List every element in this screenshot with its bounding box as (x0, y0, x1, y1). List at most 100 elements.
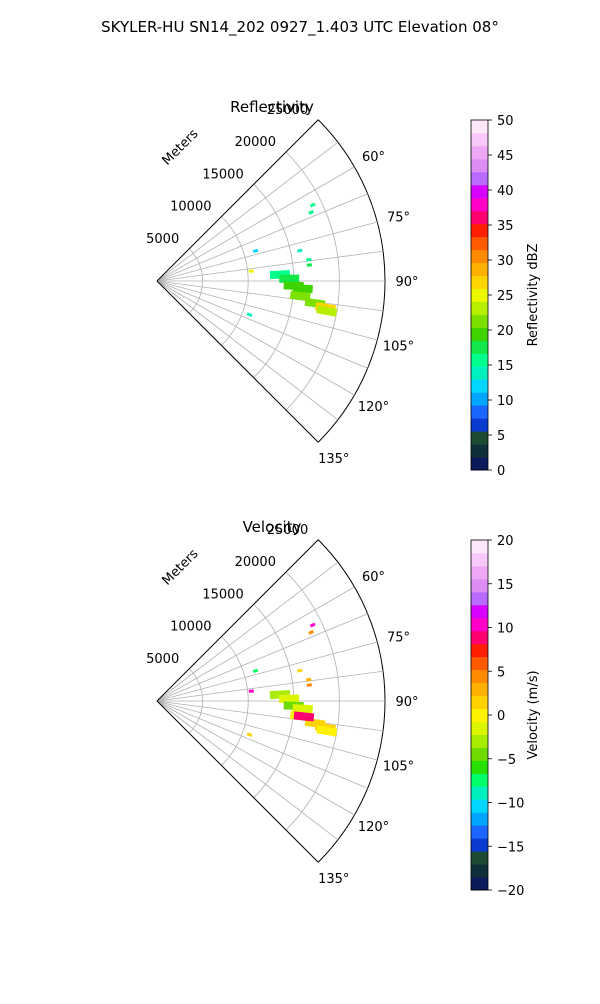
colorbar-segment (471, 643, 488, 658)
velocity-radial-label: Meters (160, 546, 202, 588)
azimuth-gridline (156, 280, 378, 341)
echo-gate (248, 269, 254, 273)
colorbar-segment (471, 552, 488, 567)
echo-gate (309, 622, 316, 628)
echo-gate (279, 274, 300, 283)
theta-tick-label: 75° (387, 210, 410, 225)
colorbar-segment (471, 158, 488, 173)
colorbar-tick-label: 5 (497, 665, 505, 680)
colorbar-segment (471, 275, 488, 290)
theta-tick-label: 60° (362, 570, 385, 585)
colorbar-segment (471, 617, 488, 632)
colorbar-segment (471, 630, 488, 645)
echo-gate (292, 284, 313, 294)
azimuth-gridline (156, 193, 368, 282)
colorbar-tick-label: 10 (497, 622, 514, 637)
colorbar-segment (471, 444, 488, 458)
azimuth-gridline (156, 700, 368, 789)
theta-tick-label: 60° (362, 150, 385, 165)
colorbar-segment (471, 171, 488, 186)
colorbar-segment (471, 340, 488, 354)
sector-edge (156, 539, 319, 702)
velocity-title: Velocity (243, 518, 302, 536)
colorbar-segment (471, 747, 488, 761)
figure-suptitle: SKYLER-HU SN14_202 0927_1.403 UTC Elevat… (101, 18, 499, 37)
colorbar-tick-label: 0 (497, 464, 505, 479)
echo-gate (309, 202, 316, 208)
colorbar-segment (471, 565, 488, 580)
colorbar-segment (471, 132, 488, 147)
azimuth-gridline (156, 700, 378, 761)
colorbar-segment (471, 721, 488, 735)
echo-gate (308, 629, 315, 635)
azimuth-gridline (156, 141, 339, 282)
echo-gate (246, 312, 253, 317)
colorbar-segment (471, 236, 488, 251)
colorbar-segment (471, 145, 488, 160)
radial-tick-label: 25000 (267, 523, 308, 538)
echo-gate (293, 711, 315, 722)
sector-edge (156, 280, 319, 443)
colorbar-tick-label: 20 (497, 534, 514, 549)
echo-gate (308, 209, 315, 215)
colorbar-segment (471, 695, 488, 710)
colorbar-segment (471, 120, 488, 134)
echo-gate (248, 689, 254, 693)
echo-gate (316, 725, 338, 737)
colorbar-tick-label: 40 (497, 184, 514, 199)
sector-edge (156, 700, 319, 863)
colorbar-segment (471, 262, 488, 277)
colorbar-segment (471, 591, 488, 606)
colorbar-segment (471, 578, 488, 593)
azimuth-gridline (156, 250, 384, 282)
colorbar-tick-label: 5 (497, 429, 505, 444)
radial-tick-label: 20000 (235, 135, 276, 150)
colorbar-segment (471, 851, 488, 865)
echo-gate (289, 291, 311, 302)
radial-tick-label: 25000 (267, 103, 308, 118)
colorbar-segment (471, 799, 488, 813)
colorbar-segment (471, 825, 488, 839)
colorbar-segment (471, 327, 488, 341)
colorbar-segment (471, 734, 488, 748)
theta-tick-label: 105° (383, 340, 414, 355)
colorbar-tick-label: 20 (497, 324, 514, 339)
colorbar-segment (471, 786, 488, 800)
echo-gate (296, 248, 303, 253)
colorbar-segment (471, 431, 488, 445)
colorbar-tick-label: 0 (497, 709, 505, 724)
colorbar-segment (471, 379, 488, 393)
colorbar-tick-label: 15 (497, 359, 514, 374)
colorbar-segment (471, 405, 488, 419)
theta-tick-label: 120° (358, 400, 389, 415)
colorbar-segment (471, 540, 488, 554)
echo-gate (292, 704, 313, 714)
colorbar-segment (471, 353, 488, 367)
velocity-panel: Velocity Meters 60° 75° 90° 105° 120° 135° 500… (146, 518, 541, 899)
theta-tick-label: 90° (395, 695, 418, 710)
colorbar-segment (471, 392, 488, 406)
colorbar-tick-label: 50 (497, 114, 514, 129)
reflectivity-title: Reflectivity (230, 98, 314, 116)
radial-tick-label: 5000 (146, 652, 179, 667)
azimuth-gridline (156, 641, 378, 702)
colorbar-segment (471, 864, 488, 878)
colorbar-segment (471, 669, 488, 684)
colorbar-segment (471, 301, 488, 315)
colorbar-label: Reflectivity dBZ (526, 244, 541, 347)
colorbar-segment (471, 197, 488, 212)
radial-tick-label: 15000 (202, 167, 243, 182)
colorbar-tick-label: −5 (497, 753, 516, 768)
echo-gate (306, 257, 312, 262)
colorbar-tick-label: 25 (497, 289, 514, 304)
colorbar-segment (471, 708, 488, 722)
reflectivity-panel: Reflectivity Meters 60° 75° 90° 105° 120° 135… (146, 98, 541, 479)
echo-gate (279, 694, 300, 703)
colorbar-segment (471, 656, 488, 671)
azimuth-gridline (156, 700, 339, 841)
colorbar-segment (471, 773, 488, 787)
azimuth-gridline (156, 280, 339, 421)
colorbar-segment (471, 877, 488, 891)
colorbar-tick-label: −20 (497, 884, 524, 899)
azimuth-gridline (156, 221, 378, 282)
